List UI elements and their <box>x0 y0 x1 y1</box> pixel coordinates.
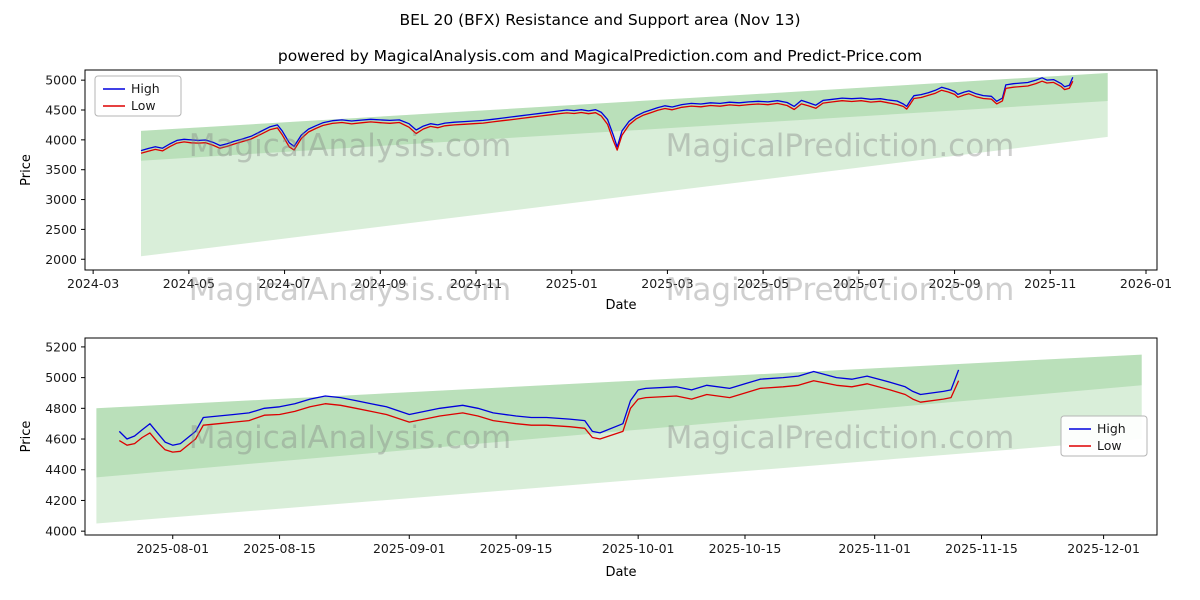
legend-label-low: Low <box>1097 438 1122 453</box>
y-tick-label: 5000 <box>45 370 77 385</box>
plot-frame <box>84 337 1158 536</box>
x-tick-label: 2024-05 <box>163 276 215 291</box>
y-tick-label: 4400 <box>45 462 77 477</box>
x-tick-label: 2024-09 <box>354 276 406 291</box>
y-tick-label: 3000 <box>45 192 77 207</box>
y-tick-label: 2000 <box>45 252 77 267</box>
x-tick-label: 2025-05 <box>737 276 789 291</box>
x-axis-label: Date <box>605 565 636 580</box>
x-tick-label: 2025-07 <box>833 276 885 291</box>
y-tick-label: 5200 <box>45 339 77 354</box>
x-tick-label: 2025-08-01 <box>136 541 209 556</box>
x-tick-label: 2025-03 <box>641 276 693 291</box>
x-tick-label: 2025-09-15 <box>480 541 553 556</box>
x-tick-label: 2024-07 <box>258 276 310 291</box>
legend-label-high: High <box>131 81 160 96</box>
top-price-chart: 2024-03 2024-05 2024-07 2024-09 2024-11 2025-… <box>19 69 1172 313</box>
resistance-support-band <box>141 73 1108 257</box>
y-tick-label: 2500 <box>45 222 77 237</box>
x-tick-label: 2025-12-01 <box>1067 541 1140 556</box>
low-line <box>118 380 960 453</box>
y-tick-label: 4500 <box>45 103 77 118</box>
y-tick-label: 4600 <box>45 432 77 447</box>
resistance-support-band <box>141 73 1108 161</box>
resistance-support-band <box>96 354 1142 524</box>
y-tick-label: 4800 <box>45 401 77 416</box>
legend-label-high: High <box>1097 421 1126 436</box>
x-tick-label: 2025-11-15 <box>945 541 1018 556</box>
x-tick-label: 2025-11-01 <box>838 541 911 556</box>
x-tick-label: 2025-09 <box>928 276 980 291</box>
x-tick-label: 2026-01 <box>1120 276 1172 291</box>
x-tick-label: 2025-09-01 <box>373 541 446 556</box>
x-tick-label: 2024-11 <box>450 276 502 291</box>
low-line <box>140 80 1074 154</box>
x-tick-label: 2025-01 <box>546 276 598 291</box>
x-tick-label: 2025-10-01 <box>602 541 675 556</box>
chart-title: BEL 20 (BFX) Resistance and Support area… <box>399 11 801 29</box>
y-tick-label: 3500 <box>45 162 77 177</box>
high-line <box>140 76 1074 152</box>
x-tick-label: 2025-11 <box>1024 276 1076 291</box>
y-tick-label: 4000 <box>45 132 77 147</box>
bottom-price-chart: 2025-08-01 2025-08-15 2025-09-01 2025-09-15… <box>19 337 1158 580</box>
y-axis-label: Price <box>19 154 34 186</box>
chart-subtitle: powered by MagicalAnalysis.com and Magic… <box>277 47 923 65</box>
high-line <box>118 369 960 446</box>
x-tick-label: 2025-08-15 <box>243 541 316 556</box>
y-tick-label: 5000 <box>45 73 77 88</box>
y-axis-label: Price <box>19 421 34 453</box>
y-tick-label: 4200 <box>45 493 77 508</box>
legend-label-low: Low <box>131 98 156 113</box>
x-tick-label: 2025-10-15 <box>709 541 782 556</box>
y-tick-label: 4000 <box>45 524 77 539</box>
resistance-support-band <box>96 354 1142 478</box>
x-tick-label: 2024-03 <box>67 276 119 291</box>
x-axis-label: Date <box>605 298 636 313</box>
